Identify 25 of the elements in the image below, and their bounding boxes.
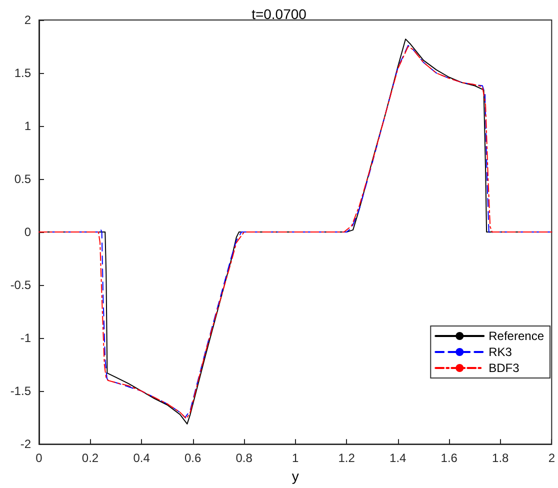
legend-label: Reference <box>488 329 544 343</box>
x-tick-label: 0 <box>36 451 43 466</box>
x-tick-label: 0.2 <box>82 451 99 466</box>
x-axis-title: y <box>292 468 299 484</box>
y-tick-label: 2 <box>24 13 32 27</box>
x-tick-label: 2 <box>548 451 556 466</box>
x-tick-label: 1 <box>292 451 299 466</box>
y-tick-label: -1.5 <box>10 384 32 398</box>
legend-label: RK3 <box>488 345 512 359</box>
y-tick-label: 0 <box>24 225 32 240</box>
x-tick-label: 0.6 <box>184 451 202 466</box>
y-tick-label: 1.5 <box>14 66 32 80</box>
y-tick-label: 1 <box>24 119 32 134</box>
legend-label: BDF3 <box>488 361 520 375</box>
x-tick-label: 1.8 <box>492 451 510 466</box>
chart-title: t=0.0700 <box>252 6 307 22</box>
x-tick-label: 0.8 <box>236 451 253 466</box>
x-tick-label: 1.6 <box>440 451 458 466</box>
x-tick-label: 1.2 <box>338 451 356 466</box>
y-tick-label: -2 <box>20 437 32 452</box>
y-tick-label: -1 <box>20 331 32 346</box>
x-tick-label: 1.4 <box>390 451 407 466</box>
y-tick-label: -0.5 <box>10 278 32 292</box>
x-tick-label: 0.4 <box>133 451 150 466</box>
y-tick-label: 0.5 <box>14 172 32 186</box>
